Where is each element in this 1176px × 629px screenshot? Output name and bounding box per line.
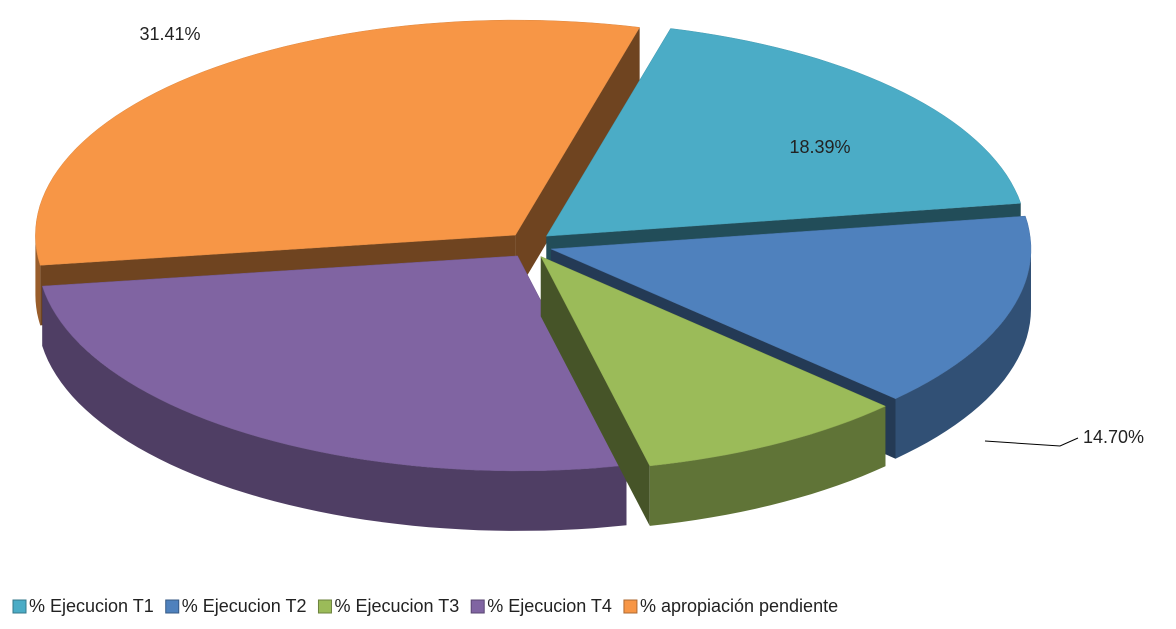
legend-swatch bbox=[470, 599, 485, 614]
slice-side bbox=[649, 406, 886, 526]
slice-top bbox=[550, 215, 1032, 399]
legend-swatch bbox=[317, 599, 332, 614]
slice-side bbox=[35, 235, 41, 326]
legend-label: % apropiación pendiente bbox=[640, 596, 838, 616]
legend-label: % Ejecucion T1 bbox=[29, 596, 154, 616]
slice-top bbox=[35, 19, 641, 266]
slice-side bbox=[42, 286, 627, 531]
legend-swatch bbox=[12, 599, 27, 614]
legend: % Ejecucion T1 % Ejecucion T2 % Ejecucion … bbox=[12, 596, 838, 616]
legend-swatch bbox=[165, 599, 180, 614]
legend-label: % Ejecucion T4 bbox=[487, 596, 612, 616]
data-label: 31.41% bbox=[139, 24, 200, 44]
slice bbox=[540, 255, 887, 526]
data-label: 18.39% bbox=[789, 137, 850, 157]
legend-label: % Ejecucion T3 bbox=[334, 596, 459, 616]
slice-radial-wall bbox=[540, 256, 650, 526]
legend-swatch bbox=[623, 599, 638, 614]
slice-top bbox=[545, 28, 1022, 237]
slice-top bbox=[540, 255, 887, 467]
slice-radial-wall bbox=[515, 27, 640, 296]
slice bbox=[41, 255, 627, 531]
legend-label: % Ejecucion T2 bbox=[182, 596, 307, 616]
leader-line bbox=[984, 437, 1079, 447]
slice-side bbox=[895, 249, 1031, 459]
slice-top bbox=[41, 255, 627, 472]
data-label: 14.70% bbox=[1083, 427, 1144, 447]
